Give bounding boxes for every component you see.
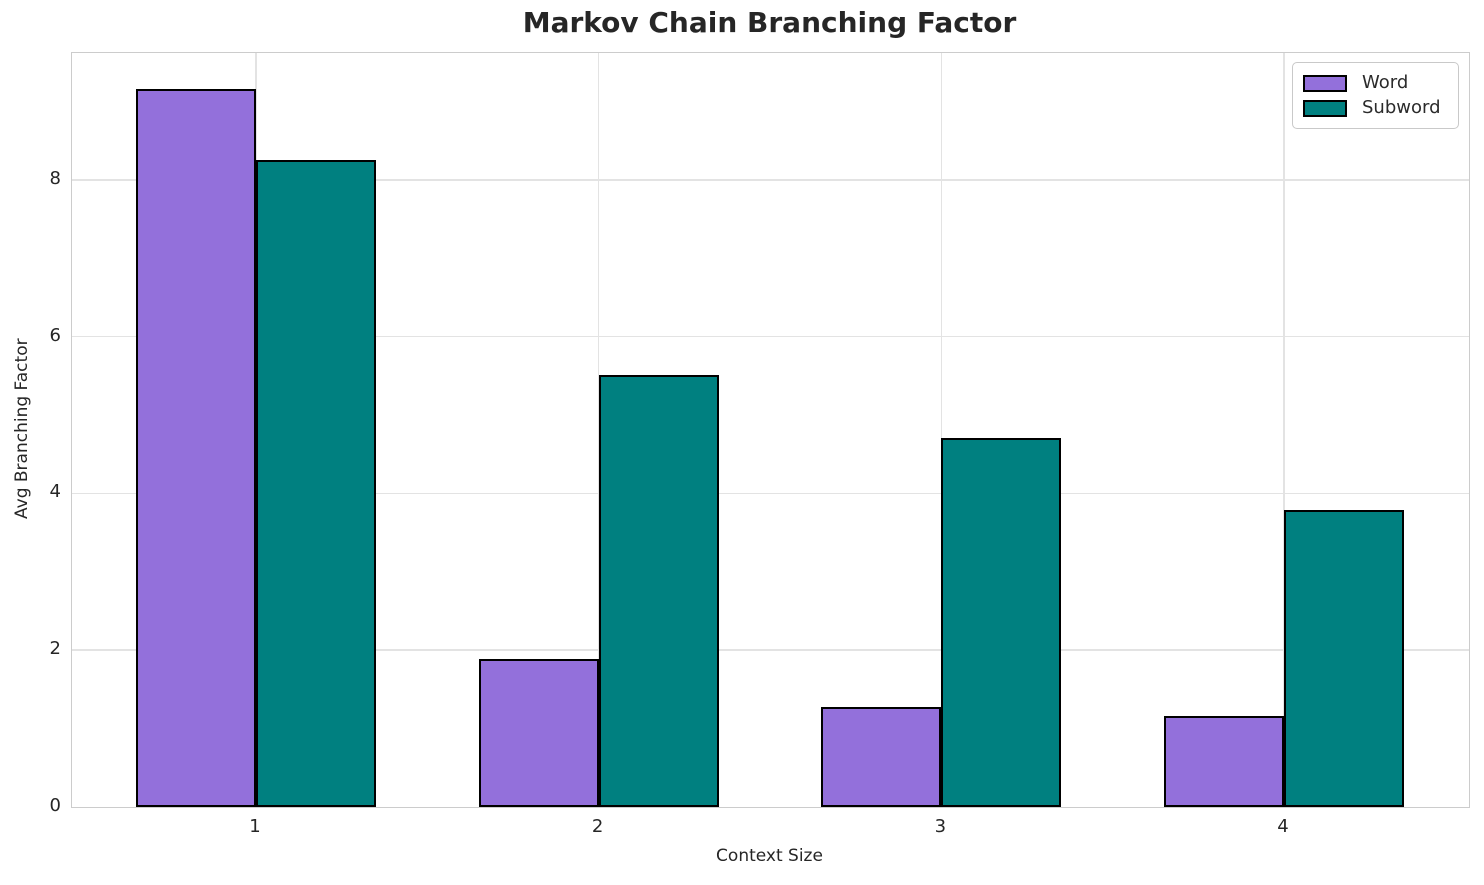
- h-gridline-y6: [72, 335, 1469, 338]
- x-tick-label-3: 3: [934, 816, 947, 837]
- bar-word-1: [136, 89, 256, 807]
- bar-subword-1: [256, 160, 376, 807]
- h-gridline-y4: [72, 492, 1469, 495]
- y-tick-label-2: 2: [49, 638, 61, 660]
- y-tick-label-0: 0: [49, 795, 61, 816]
- v-gridline-x3: [940, 53, 943, 807]
- x-tick-label-2: 2: [591, 816, 604, 837]
- legend-swatch-word: [1303, 74, 1347, 92]
- y-tick-label-6: 6: [49, 324, 61, 346]
- x-axis-label: Context Size: [716, 846, 823, 866]
- chart-title: Markov Chain Branching Factor: [522, 6, 1017, 39]
- y-tick-label-8: 8: [49, 167, 61, 189]
- h-gridline-y2: [72, 649, 1469, 651]
- legend-swatch-subword: [1303, 99, 1347, 117]
- bar-subword-4: [1284, 509, 1404, 807]
- legend: Word Subword: [1292, 62, 1459, 129]
- x-tick-label-4: 4: [1277, 816, 1289, 837]
- x-tick-label-1: 1: [249, 816, 261, 837]
- y-axis-label: Avg Branching Factor: [12, 338, 32, 520]
- bar-subword-2: [598, 375, 719, 807]
- bar-word-2: [478, 658, 599, 807]
- v-gridline-x4: [1283, 53, 1285, 807]
- legend-label-subword: Subword: [1362, 97, 1441, 118]
- h-gridline-y8: [72, 179, 1469, 181]
- legend-item-word: Word: [1303, 72, 1448, 94]
- legend-label-word: Word: [1362, 72, 1409, 93]
- bar-word-3: [821, 707, 942, 807]
- plot-area: [71, 52, 1470, 808]
- bar-subword-3: [941, 437, 1062, 807]
- bar-word-4: [1164, 716, 1284, 807]
- legend-item-subword: Subword: [1303, 97, 1448, 119]
- y-tick-label-4: 4: [49, 481, 61, 503]
